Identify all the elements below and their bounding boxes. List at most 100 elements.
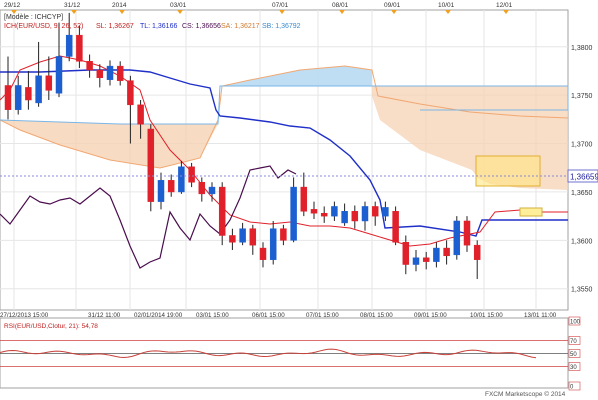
candle-bearish <box>188 166 195 183</box>
ichimoku-sl-value: SL: 1,36267 <box>96 23 134 30</box>
candle-bearish <box>300 186 308 212</box>
top-date-label: 03/01 <box>170 2 187 9</box>
candle-bullish <box>382 207 389 217</box>
rsi-tick-label: 100 <box>570 320 581 326</box>
top-date-marker <box>71 10 77 14</box>
top-date-marker <box>177 10 183 14</box>
candle-bullish <box>157 180 165 202</box>
bottom-date-scale: 27/12/2013 15:00 31/12 11:00 02/01/2014 19… <box>0 312 557 319</box>
top-date-marker <box>339 10 345 14</box>
ichimoku-cs-value: CS: 1,36656 <box>182 23 221 30</box>
candle-bullish <box>290 186 297 241</box>
current-price-label-box <box>567 169 598 183</box>
rsi-line <box>0 348 537 359</box>
price-tick-label: 1,3600 <box>571 238 593 245</box>
candle-bullish <box>208 186 216 195</box>
rsi-tick-label: 0 <box>570 385 574 391</box>
candle-bearish <box>198 182 206 195</box>
candle-bearish <box>96 69 104 78</box>
candle-bearish <box>45 75 53 91</box>
candle-bullish <box>453 220 461 256</box>
senkou-span-a-line <box>0 65 569 169</box>
rsi-tick-box <box>568 362 581 371</box>
rsi-label: RSI(EUR/USD,Clotur, 21): 54,78 <box>4 323 98 330</box>
bottom-date-label: 13/01 11:00 <box>524 312 557 319</box>
bottom-date-label: 03/01 15:00 <box>196 312 229 319</box>
candle-bearish <box>147 128 155 202</box>
candle-bearish <box>310 209 318 214</box>
candle-bearish <box>25 87 32 101</box>
candle-bullish <box>361 206 369 222</box>
candle-bullish <box>341 211 348 224</box>
cloud-bearish-left <box>0 120 218 168</box>
candle-bearish <box>463 220 471 246</box>
candle-bullish <box>35 75 42 104</box>
price-tick-label: 1,3550 <box>571 287 593 294</box>
rsi-tick-label: 30 <box>570 365 577 371</box>
top-date-label: 31/12 <box>64 2 81 9</box>
rsi-tick-label: 70 <box>570 339 577 345</box>
rsi-tick-box <box>568 349 581 358</box>
top-date-label: 09/01 <box>384 2 401 9</box>
candle-bearish <box>127 80 134 106</box>
bottom-date-label: 27/12/2013 15:00 <box>0 312 49 319</box>
candle-bullish <box>55 56 63 94</box>
top-date-label: 07/01 <box>272 2 289 9</box>
candle-bearish <box>402 242 410 265</box>
watermark: FXCM Marketscope © 2014 <box>485 390 566 398</box>
candle-bearish <box>392 211 399 243</box>
candle-bullish <box>178 166 185 193</box>
candle-bullish <box>412 257 420 265</box>
candle-bearish <box>4 85 12 110</box>
senkou-span-b-line <box>0 85 568 125</box>
rsi-tick-box <box>568 316 581 326</box>
candle-bearish <box>218 186 226 236</box>
candle-bearish <box>259 247 267 260</box>
bottom-date-label: 09/01 15:00 <box>414 312 447 319</box>
candle-bullish <box>239 228 246 243</box>
rsi-tick-box <box>568 381 581 391</box>
price-axis: 1,3800 1,3750 1,3700 1,3650 1,3600 1,3550 <box>571 45 593 294</box>
bottom-date-label: 08/01 15:00 <box>360 312 393 319</box>
kijun-sen-line <box>0 69 568 237</box>
highlight-box-last-candles <box>475 155 541 187</box>
top-date-label: 29/12 <box>4 2 21 9</box>
price-tick-label: 1,3700 <box>571 142 593 149</box>
current-price-label: 1,36659 <box>570 173 598 182</box>
top-date-marker <box>11 10 17 14</box>
top-date-label: 10/01 <box>438 2 455 9</box>
candle-bearish <box>371 206 379 217</box>
top-date-marker <box>279 10 285 14</box>
rsi-pane-frame <box>0 317 569 389</box>
ichimoku-sb-value: SB: 1,36792 <box>262 23 301 30</box>
cloud-bullish-middle <box>220 66 372 86</box>
candle-bearish <box>116 65 124 81</box>
candle-bearish <box>320 212 328 217</box>
candle-bearish <box>280 228 287 241</box>
top-date-label: 12/01 <box>496 2 513 9</box>
candle-bullish <box>269 228 277 260</box>
price-tick-label: 1,3800 <box>571 45 593 52</box>
candlestick-series <box>4 12 481 280</box>
candle-bearish <box>443 247 450 257</box>
top-date-scale: 29/12 31/12 2014 03/01 07/01 08/01 09/01 10/01 1… <box>4 2 513 14</box>
candle-bearish <box>351 211 359 222</box>
candle-bullish <box>433 247 440 262</box>
highlight-box-chikou-end <box>519 207 543 217</box>
bottom-date-label: 07/01 15:00 <box>306 312 339 319</box>
price-tick-label: 1,3650 <box>571 190 593 197</box>
bottom-date-label: 06/01 15:00 <box>252 312 285 319</box>
candle-bearish <box>229 235 236 243</box>
chikou-span-line <box>0 165 297 269</box>
candle-bullish <box>106 65 114 80</box>
candle-bearish <box>422 257 430 262</box>
candle-bullish <box>331 206 338 217</box>
top-date-marker <box>119 10 125 14</box>
top-date-marker <box>445 10 451 14</box>
bottom-date-label: 02/01/2014 19:00 <box>134 312 183 319</box>
bottom-date-label: 31/12 11:00 <box>88 312 121 319</box>
ichimoku-tl-value: TL: 1,36166 <box>140 23 177 30</box>
price-tick-label: 1,3750 <box>571 93 593 100</box>
top-date-label: 2014 <box>112 2 127 9</box>
